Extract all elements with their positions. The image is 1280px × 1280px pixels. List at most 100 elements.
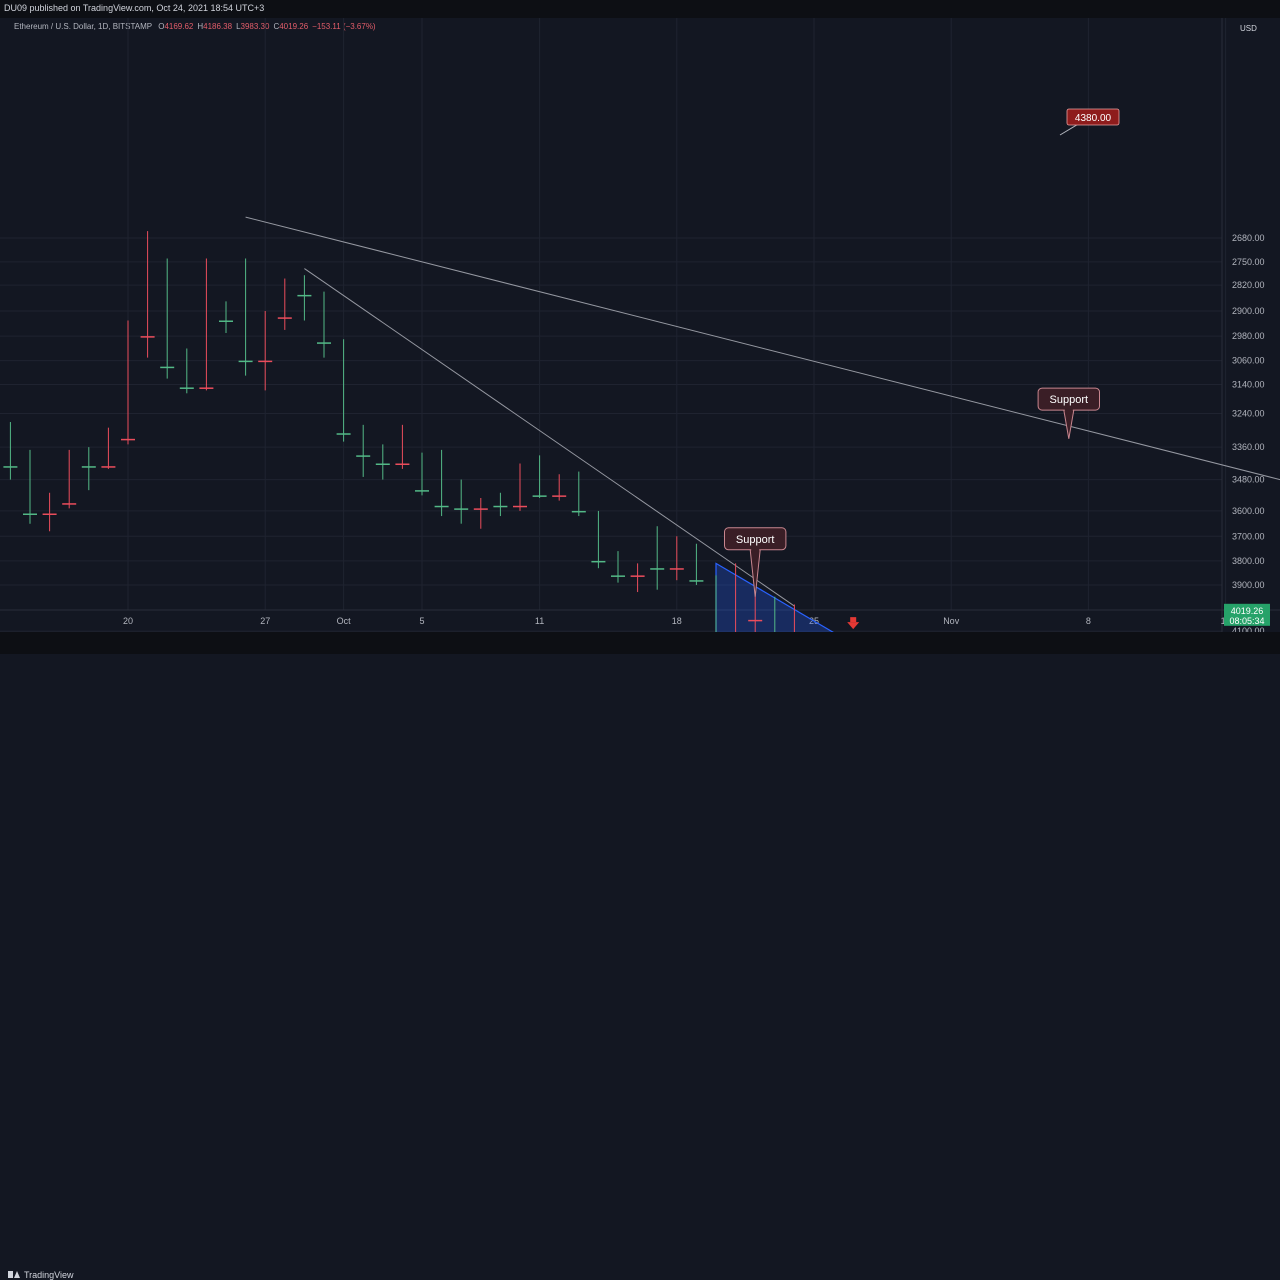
callout-pointer <box>749 549 761 597</box>
brand-name: TradingView <box>24 1270 74 1280</box>
candle-body <box>513 505 527 508</box>
candle-body <box>434 505 449 508</box>
symbol-legend: Ethereum / U.S. Dollar, 1D, BITSTAMP O41… <box>14 22 376 31</box>
ohlc-label: H <box>197 22 204 31</box>
candle-body <box>160 366 175 369</box>
down-arrow-stem <box>850 617 857 623</box>
candle-body <box>42 513 57 515</box>
price-chart: 2680.00 2750.00 2820.00 2900.00 2980.00 3060.… <box>0 18 1280 654</box>
candle-body <box>199 387 214 389</box>
callout-label: Support <box>1050 394 1089 406</box>
ath-price-callout: 4380.00 <box>1059 108 1120 136</box>
callout-label: Support <box>736 534 775 546</box>
candle-body <box>356 455 371 457</box>
callout-connector <box>1059 122 1081 136</box>
candle-body <box>258 360 273 363</box>
ath-price-text: 4380.00 <box>1075 113 1112 124</box>
time-tick-label: 15 <box>1221 616 1231 626</box>
candle-body <box>121 438 135 441</box>
price-tick-label: 3600.00 <box>1232 506 1265 516</box>
ohlc-values: O4169.62 H4186.38 L3983.30 C4019.26 −153.11 … <box>154 22 375 31</box>
annotation-callout: Support <box>724 527 787 597</box>
candle-body <box>336 433 351 435</box>
candle-body <box>179 387 194 389</box>
grid <box>0 18 1227 632</box>
trendline <box>245 216 1280 481</box>
tradingview-icon <box>8 1270 20 1279</box>
price-tick-label: 3800.00 <box>1232 556 1265 566</box>
candle-body <box>571 510 586 513</box>
ohlc-value: 4169.62 <box>164 22 194 31</box>
ohlc-label: C <box>273 22 280 31</box>
candle-body <box>375 463 390 465</box>
candle-body <box>395 463 410 465</box>
candle-body <box>277 317 292 319</box>
time-tick-label: Oct <box>337 616 352 626</box>
candle-body <box>552 495 567 497</box>
time-tick-label: 5 <box>419 616 424 626</box>
price-tick-label: 3240.00 <box>1232 409 1265 419</box>
candles <box>3 231 802 654</box>
price-tick-label: 2680.00 <box>1232 233 1265 243</box>
last-price-countdown: 08:05:34 <box>1229 616 1264 626</box>
ohlc-value: 4019.26 <box>279 22 309 31</box>
price-tick-label: 3060.00 <box>1232 356 1265 366</box>
last-price-value: 4019.26 <box>1231 606 1264 616</box>
candle-body <box>3 466 18 468</box>
callout-pointer <box>1063 409 1075 439</box>
candle-body <box>669 568 684 570</box>
time-tick-label: Nov <box>943 616 960 626</box>
candle-body <box>415 490 429 492</box>
ohlc-value: −153.11 (−3.67%) <box>312 22 376 31</box>
candle-body <box>238 360 253 363</box>
ohlc-value: 3983.30 <box>240 22 270 31</box>
price-tick-label: 3700.00 <box>1232 531 1265 541</box>
candle-body <box>62 503 77 505</box>
candle-body <box>317 342 331 344</box>
candle-body <box>689 580 704 582</box>
callout-box <box>724 527 787 551</box>
price-tick-label: 2900.00 <box>1232 306 1265 316</box>
price-tick-label: 3360.00 <box>1232 442 1265 452</box>
time-tick-label: 25 <box>809 616 819 626</box>
candle-body <box>81 466 96 468</box>
ohlc-label: L <box>236 22 241 31</box>
publish-bar: DU09 published on TradingView.com, Oct 2… <box>0 0 1280 18</box>
price-tick-label: 3900.00 <box>1232 580 1265 590</box>
candle-body <box>23 513 37 515</box>
tradingview-logo: TradingView <box>8 1270 74 1280</box>
time-tick-label: 11 <box>535 616 544 626</box>
candle-body <box>532 495 547 497</box>
symbol-title: Ethereum / U.S. Dollar, 1D, BITSTAMP <box>14 22 152 31</box>
trendline <box>304 268 795 607</box>
candle-body <box>611 575 625 577</box>
candle-body <box>101 466 116 468</box>
candle-body <box>650 568 665 570</box>
time-tick-label: 20 <box>123 616 133 626</box>
currency-label: USD <box>1240 24 1257 33</box>
price-tick-label: 3480.00 <box>1232 475 1265 485</box>
price-tick-label: 2980.00 <box>1232 331 1265 341</box>
candle-body <box>454 508 469 510</box>
price-tick-label: 2820.00 <box>1232 280 1265 290</box>
time-tick-label: 8 <box>1086 616 1091 626</box>
price-tick-label: 2750.00 <box>1232 257 1265 267</box>
ath-price-box <box>1066 108 1120 126</box>
candle-body <box>493 505 508 508</box>
down-arrow-icon <box>847 622 860 630</box>
footer-bar: TradingView <box>0 632 1280 1280</box>
candle-body <box>591 560 606 563</box>
price-tick-label: 3140.00 <box>1232 380 1265 390</box>
candle-body <box>748 619 763 622</box>
candle-body <box>297 294 312 297</box>
published-info: DU09 published on TradingView.com, Oct 2… <box>4 3 265 13</box>
candle-body <box>140 336 155 338</box>
callout-box <box>1037 387 1100 411</box>
time-tick-label: 27 <box>260 616 270 626</box>
ohlc-label: O <box>158 22 165 31</box>
ohlc-value: 4186.38 <box>203 22 233 31</box>
time-tick-label: 18 <box>672 616 682 626</box>
candle-body <box>630 575 645 577</box>
candle-body <box>473 508 488 510</box>
